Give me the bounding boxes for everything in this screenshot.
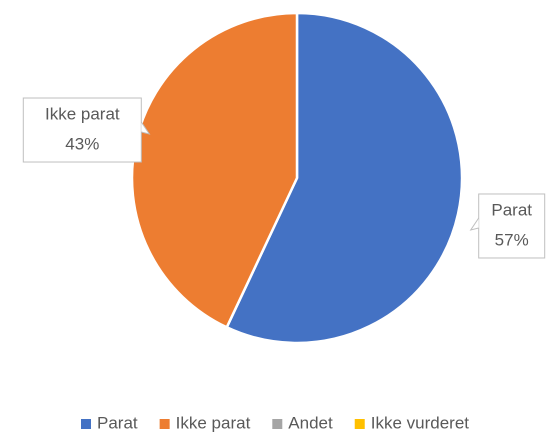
legend-label: Parat [97, 413, 138, 432]
label-pointer [140, 121, 151, 135]
label-pointer [469, 217, 480, 231]
data-label-name: Ikke parat [45, 104, 120, 123]
legend-swatch [354, 419, 365, 429]
legend-swatch [81, 419, 91, 429]
data-label-name: Parat [491, 200, 532, 219]
legend-swatch [272, 419, 283, 429]
pie-slice [225, 11, 464, 345]
legend-label: Ikke parat [176, 413, 251, 432]
data-label-value: 43% [65, 134, 99, 153]
legend-swatch [159, 419, 170, 429]
data-label-value: 57% [495, 230, 529, 249]
legend-label: Ikke vurderet [371, 413, 470, 432]
label-box [22, 97, 142, 163]
legend-label: Andet [288, 413, 333, 432]
